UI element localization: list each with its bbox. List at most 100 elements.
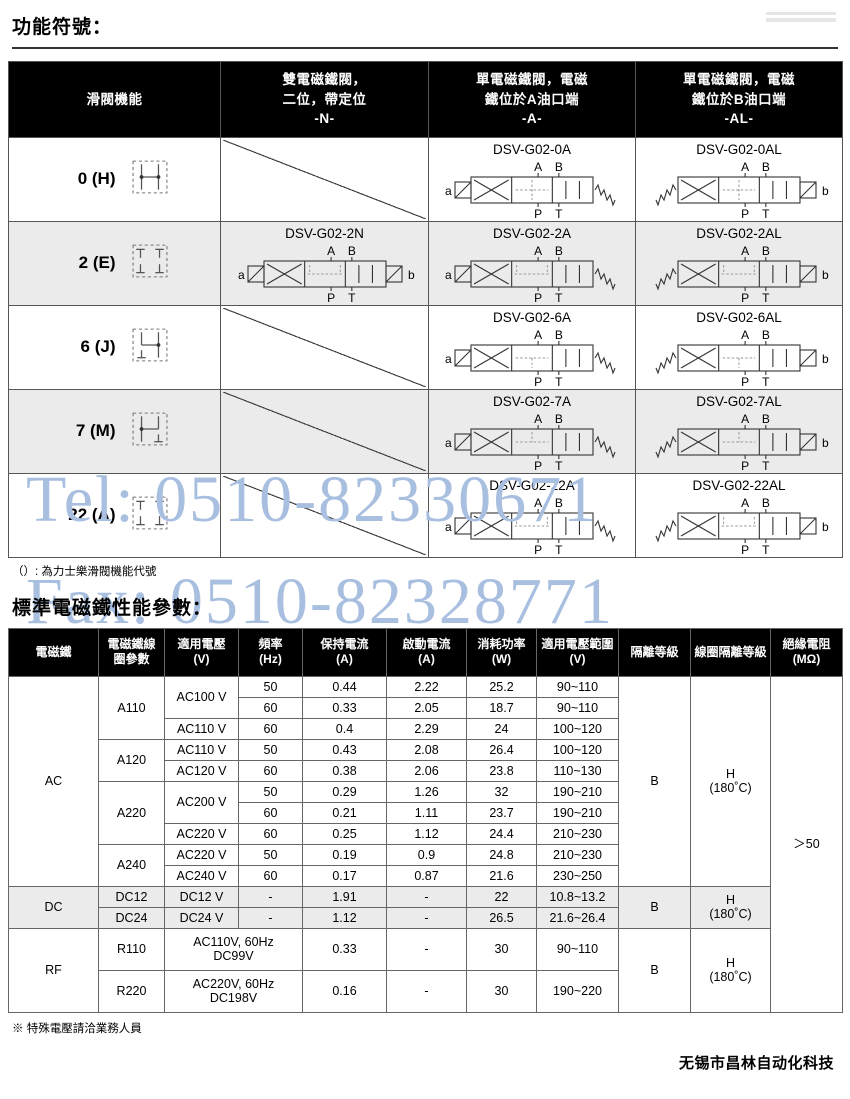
valve-schematic-icon: a A B P T	[429, 411, 635, 475]
frequency-cell: 60	[238, 864, 303, 887]
frequency-cell: 50	[238, 738, 303, 761]
svg-text:P: P	[741, 375, 749, 389]
valve-model-code: DSV-G02-2N	[285, 225, 364, 241]
starting-current-cell: -	[386, 906, 467, 929]
svg-text:T: T	[762, 291, 770, 305]
svg-text:b: b	[822, 520, 829, 534]
spec-row: AC A110 AC100 V 50 0.44 2.22 25.2 90~110 B H (180˚…	[8, 675, 843, 1013]
svg-text:a: a	[445, 268, 452, 282]
svg-text:a: a	[238, 268, 245, 282]
svg-text:P: P	[534, 375, 542, 389]
header-spool-function: 滑閥機能	[8, 61, 221, 138]
voltage-range-cell: 110~130	[536, 759, 619, 782]
valve-symbol-cell-al: DSV-G02-2AL b A B P T	[635, 220, 843, 306]
svg-text:B: B	[762, 328, 770, 342]
frequency-cell: 50	[238, 780, 303, 803]
valve-symbol-cell-a: DSV-G02-22A a A B P T	[428, 472, 636, 558]
voltage-range-cell: 90~110	[536, 675, 619, 698]
starting-current-cell: 0.87	[386, 864, 467, 887]
frequency-cell: 60	[238, 717, 303, 740]
holding-current-cell: 0.43	[302, 738, 387, 761]
applied-voltage-cell: AC110 V	[164, 717, 239, 740]
svg-text:T: T	[762, 459, 770, 473]
spec-header-3: 頻率 (Hz)	[238, 627, 303, 677]
holding-current-cell: 0.38	[302, 759, 387, 782]
svg-text:T: T	[555, 375, 563, 389]
power-consumption-cell: 30	[466, 927, 537, 971]
starting-current-cell: 1.11	[386, 801, 467, 824]
svg-text:A: A	[741, 328, 749, 342]
spool-function-label: 22 (A)	[68, 505, 116, 525]
valve-symbol-cell-n	[220, 388, 429, 474]
svg-text:P: P	[741, 207, 749, 221]
spool-center-symbol-icon	[130, 243, 170, 284]
insulation-resistance-cell: ＞50	[770, 675, 843, 1013]
coil-param-cell: DC24	[98, 906, 165, 929]
spool-function-label: 0 (H)	[77, 169, 116, 189]
voltage-range-cell: 100~120	[536, 717, 619, 740]
valve-model-code: DSV-G02-2A	[492, 225, 572, 241]
svg-text:b: b	[408, 268, 415, 282]
voltage-range-cell: 10.8~13.2	[536, 885, 619, 908]
holding-current-cell: 0.25	[302, 822, 387, 845]
svg-text:a: a	[445, 184, 452, 198]
applied-voltage-cell: AC240 V	[164, 864, 239, 887]
starting-current-cell: -	[386, 885, 467, 908]
spec-row: DC DC12 DC12 V -1.91-22 10.8~13.2 B H (180˚C)	[8, 885, 843, 929]
svg-text:A: A	[534, 160, 542, 174]
starting-current-cell: 2.05	[386, 696, 467, 719]
svg-text:P: P	[741, 459, 749, 473]
power-consumption-cell: 26.5	[466, 906, 537, 929]
valve-schematic-icon: b A B P T	[636, 159, 842, 223]
svg-text:A: A	[741, 496, 749, 510]
svg-text:P: P	[534, 543, 542, 557]
svg-text:b: b	[822, 436, 829, 450]
function-row: 2 (E) DSV-G02-2N a b A	[8, 220, 843, 306]
function-row: 0 (H) DSV-G02-0A a A B P T	[8, 136, 843, 223]
starting-current-cell: 2.06	[386, 759, 467, 782]
power-consumption-cell: 26.4	[466, 738, 537, 761]
solenoid-spec-table: 電磁鐵 電磁鐵線 圈參數 適用電壓 (V) 頻率 (Hz) 保持電流 (A) 啟動電流 (A) 消耗功…	[8, 627, 843, 1013]
svg-text:T: T	[762, 543, 770, 557]
svg-text:a: a	[445, 352, 452, 366]
svg-text:P: P	[741, 291, 749, 305]
svg-text:P: P	[534, 459, 542, 473]
coil-isolation-class-cell: H (180˚C)	[690, 675, 771, 887]
svg-text:B: B	[762, 160, 770, 174]
svg-text:a: a	[445, 436, 452, 450]
starting-current-cell: -	[386, 927, 467, 971]
starting-current-cell: 2.22	[386, 675, 467, 698]
coil-param-cell: A120	[98, 738, 165, 782]
coil-param-cell: R220	[98, 969, 165, 1013]
svg-text:B: B	[555, 244, 563, 258]
spec-row: A240 AC220 V 50 0.19 0.9 24.8 210~230	[9, 843, 843, 887]
power-consumption-cell: 32	[466, 780, 537, 803]
section-title-solenoid-specs: 標準電磁鐵性能參數：	[12, 597, 213, 619]
voltage-range-cell: 190~210	[536, 780, 619, 803]
frequency-cell: 50	[238, 843, 303, 866]
svg-text:P: P	[534, 207, 542, 221]
frequency-cell: 60	[238, 759, 303, 782]
company-name: 无锡市昌林自动化科技	[678, 1054, 834, 1072]
spec-row: DC24 DC24 V -1.12-26.5 21.6~26.4	[9, 906, 843, 929]
applied-voltage-cell: AC220 V	[164, 822, 239, 845]
function-table-note: （）: 為力士樂滑閥機能代號	[12, 565, 157, 578]
frequency-cell: -	[238, 906, 303, 929]
starting-current-cell: 0.9	[386, 843, 467, 866]
svg-text:P: P	[327, 291, 335, 305]
spool-function-label: 6 (J)	[80, 337, 116, 357]
spec-row: A120 AC110 V 50 0.43 2.08 26.4 100~120	[9, 738, 843, 782]
function-symbol-table: 滑閥機能 雙電磁鐵閥， 二位，帶定位 -N- 單電磁鐵閥，電磁 鐵位於A油口端 …	[8, 61, 843, 558]
voltage-range-cell: 190~220	[536, 969, 619, 1013]
power-consumption-cell: 23.8	[466, 759, 537, 782]
coil-param-cell: R110	[98, 927, 165, 971]
applied-voltage-cell: AC100 V	[164, 675, 239, 719]
svg-text:B: B	[555, 328, 563, 342]
valve-symbol-cell-al: DSV-G02-7AL b A B P T	[635, 388, 843, 474]
valve-model-code: DSV-G02-2AL	[696, 225, 782, 241]
spec-header-row: 電磁鐵 電磁鐵線 圈參數 適用電壓 (V) 頻率 (Hz) 保持電流 (A) 啟動電流 (A) 消耗功…	[8, 627, 843, 677]
valve-symbol-cell-a: DSV-G02-6A a A B P T	[428, 304, 636, 390]
spec-row: 60 0.21 1.11 23.7 190~210	[9, 801, 843, 824]
coil-isolation-class-cell: H (180˚C)	[690, 927, 771, 1013]
holding-current-cell: 0.16	[302, 969, 387, 1013]
